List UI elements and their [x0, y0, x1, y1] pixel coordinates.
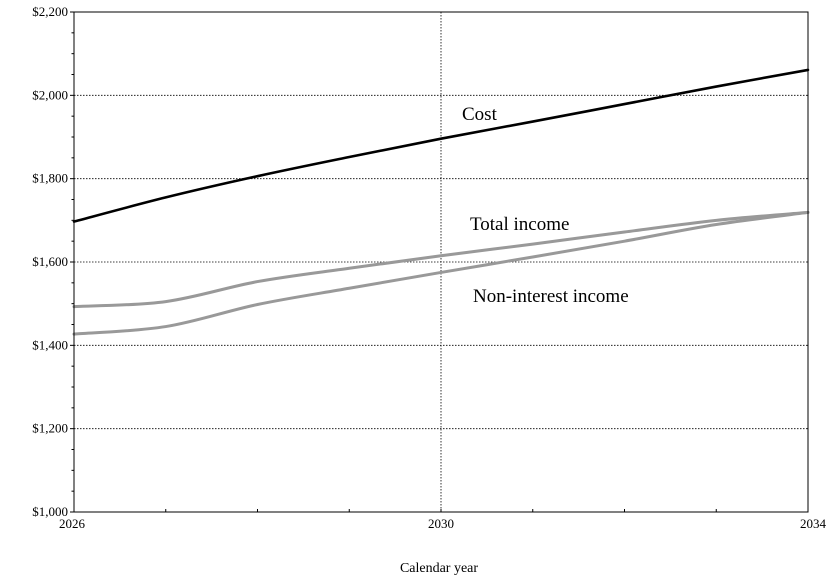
cost-line [72, 68, 810, 223]
series-label-non-interest-income: Non-interest income [473, 286, 629, 307]
x-tick-label: 2030 [428, 516, 454, 531]
x-axis-label: Calendar year [400, 561, 478, 576]
y-tick-label: $1,200 [32, 421, 68, 436]
y-tick-label: $2,200 [32, 4, 68, 19]
y-tick-label: $1,800 [32, 171, 68, 186]
axes: $1,000 $1,200 $1,400 $1,600 $1,800 $2,000 $2,2… [32, 4, 826, 531]
series-group [72, 68, 810, 336]
total-income-line [72, 210, 810, 309]
y-tick-label: $1,400 [32, 337, 68, 352]
x-tick-label: 2034 [800, 516, 827, 531]
series-label-total-income: Total income [470, 214, 569, 235]
x-tick-label: 2026 [59, 516, 86, 531]
y-tick-label: $1,000 [32, 504, 68, 519]
grid [74, 12, 808, 512]
non-interest-income-line [72, 210, 810, 336]
y-tick-label: $2,000 [32, 87, 68, 102]
series-labels: Cost Total income Non-interest income [462, 104, 629, 307]
y-tick-label: $1,600 [32, 254, 68, 269]
series-label-cost: Cost [462, 104, 498, 125]
